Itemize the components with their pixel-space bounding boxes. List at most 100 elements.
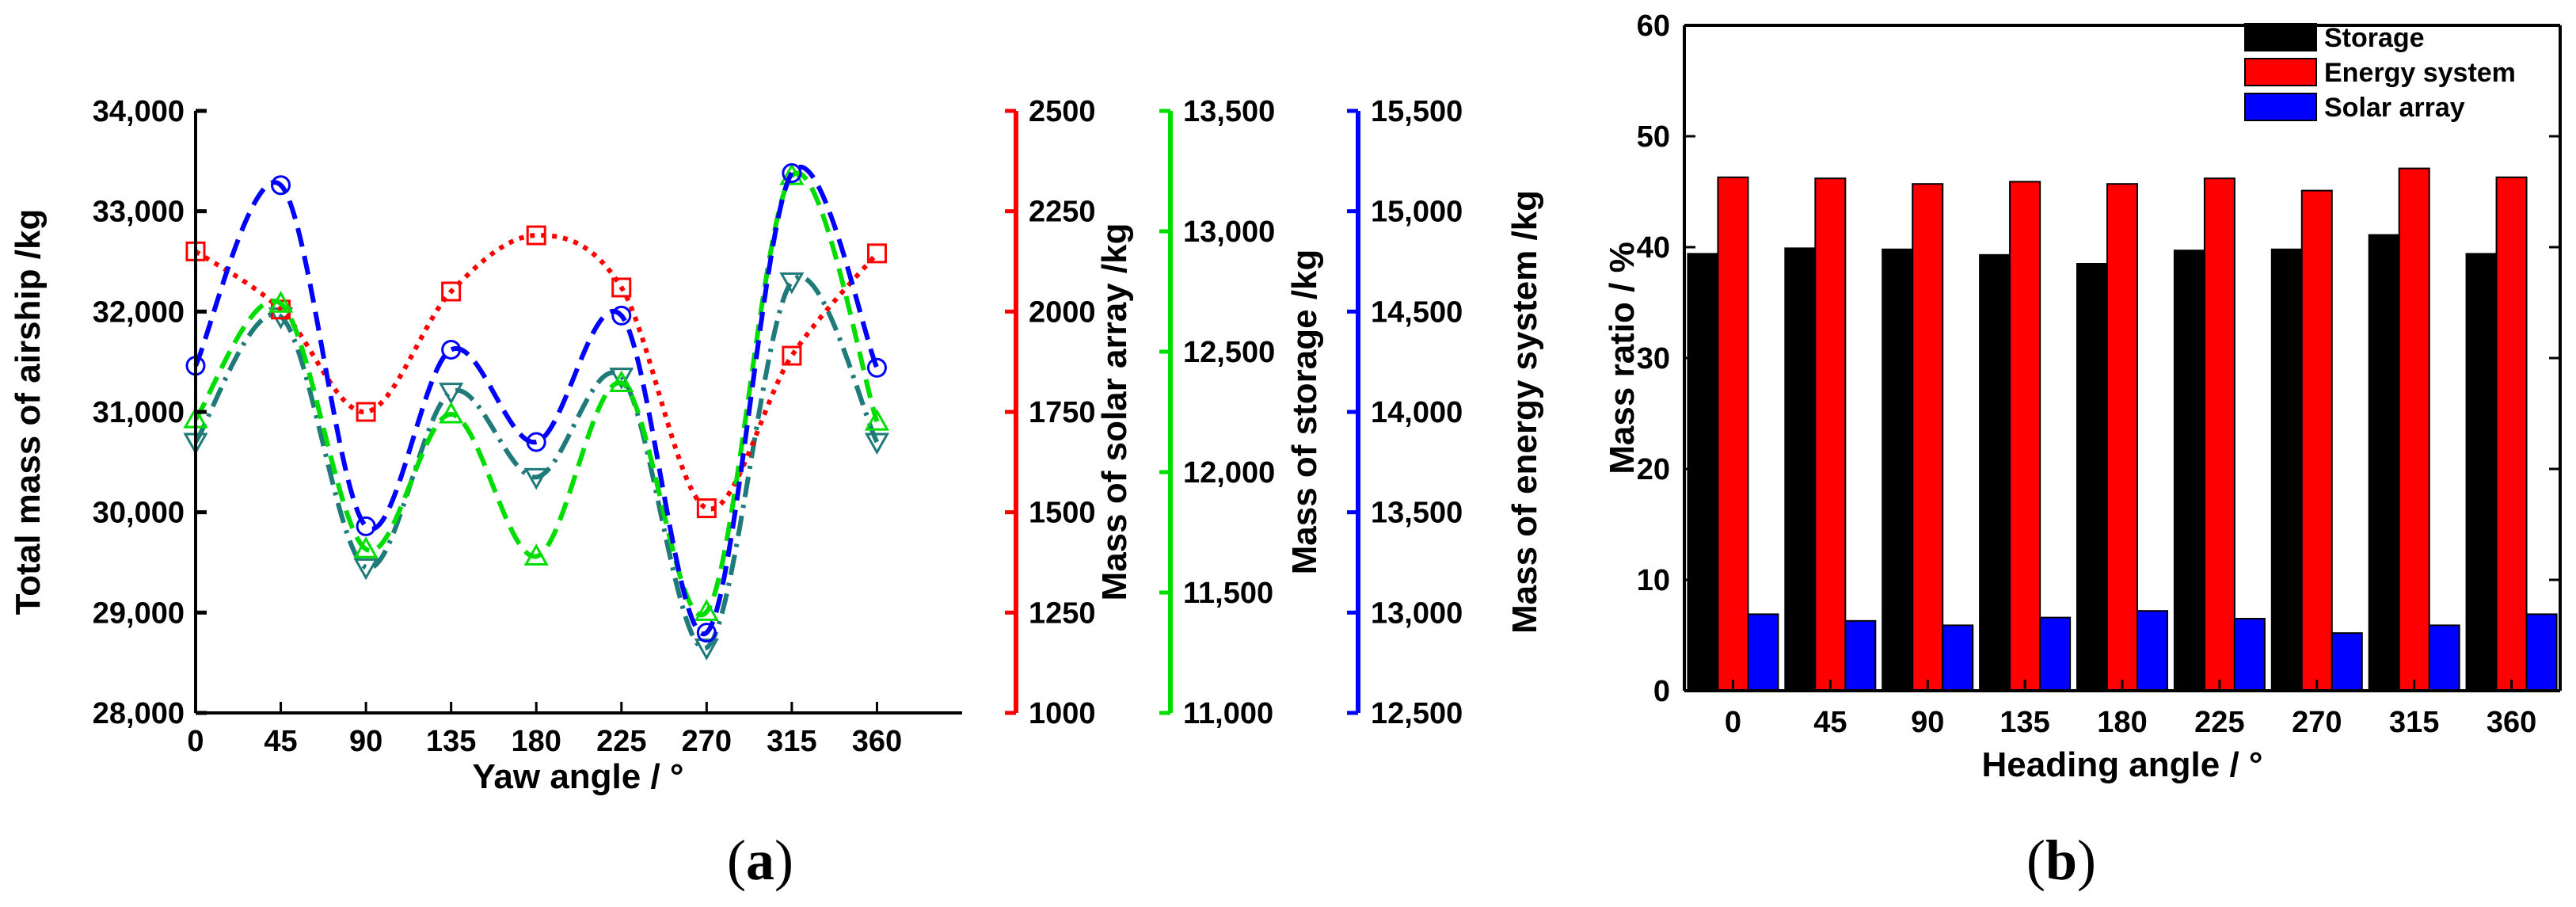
chart-a-x-tick-label: 360	[852, 725, 902, 758]
chart-b-x-tick-label: 135	[2000, 706, 2049, 739]
panel-label-a-letter: a	[746, 829, 774, 892]
chart-a-point-triangle-down	[353, 558, 379, 581]
chart-b-bar-energy-system	[2009, 181, 2041, 692]
chart-a-point-square	[782, 345, 802, 366]
chart-a-y-tick-label: 34,000	[93, 95, 185, 128]
panel-label-a: (a)	[727, 829, 793, 892]
chart-a-point-circle	[441, 339, 462, 360]
chart-a-series-line-1	[194, 233, 879, 512]
chart-a-point-square	[611, 277, 632, 298]
chart-a-y-tick-label: 13,000	[1371, 596, 1463, 630]
chart-a-y-tick-label: 12,500	[1371, 697, 1463, 730]
chart-b-bar-solar-array	[2525, 613, 2558, 692]
chart-b-legend-label: Storage	[2324, 23, 2425, 53]
chart-a-series-line-2	[193, 170, 880, 618]
chart-a-x-tick-label: 225	[596, 725, 646, 758]
chart-b-x-tick-label: 180	[2097, 706, 2147, 739]
chart-a-point-square	[356, 402, 376, 422]
chart-a-point-triangle-down	[609, 368, 634, 390]
chart-a-point-circle	[696, 623, 717, 643]
chart-b-legend-swatch	[2244, 23, 2317, 51]
chart-a-ylabel-energy-system: Mass of energy system /kg	[1505, 190, 1544, 634]
chart-a-ylabel-solar-array: Mass of solar array /kg	[1095, 223, 1134, 601]
chart-a-point-square	[866, 243, 887, 264]
chart-b-x-tick-label: 270	[2292, 706, 2342, 739]
chart-a-point-square	[526, 225, 546, 246]
chart-a-point-square	[441, 281, 462, 302]
chart-b-bar-storage	[1687, 253, 1719, 692]
chart-a-point-triangle-down	[694, 638, 719, 661]
chart-a-y-tick-label: 33,000	[93, 196, 185, 229]
chart-a-y-tick-label: 1500	[1029, 497, 1096, 530]
chart-b-bars-layer	[1687, 167, 2558, 692]
chart-a-y-tick-label: 13,500	[1371, 497, 1463, 530]
chart-b-y-tick-label: 0	[1653, 675, 1670, 708]
chart-b-bar-storage	[2173, 250, 2205, 692]
chart-a-ylabel-storage: Mass of storage /kg	[1285, 250, 1324, 575]
chart-a-y-tick-label: 14,000	[1371, 396, 1463, 429]
chart-a-series-line-0	[193, 274, 880, 651]
chart-b-bar-energy-system	[2398, 167, 2430, 692]
chart-a-point-circle	[271, 175, 291, 196]
chart-a-point-triangle-up	[864, 409, 890, 431]
chart-a-x-tick-label: 315	[767, 725, 816, 758]
chart-a-ylabel-total-mass: Total mass of airship /kg	[9, 209, 48, 615]
chart-a-y-tick-label: 11,500	[1183, 577, 1273, 610]
chart-a-point-circle	[782, 163, 802, 184]
chart-b-legend-label: Solar array	[2324, 93, 2465, 123]
chart-a-point-triangle-up	[523, 543, 549, 566]
chart-a-point-triangle-up	[694, 599, 719, 621]
chart-b-x-tick-label: 315	[2389, 706, 2439, 739]
chart-b-y-tick-label: 60	[1637, 10, 1670, 43]
chart-b-bar-solar-array	[1942, 624, 1974, 692]
chart-a-y-tick-label: 2250	[1029, 196, 1096, 229]
chart-a-point-circle	[526, 432, 546, 452]
chart-a-point-circle	[356, 516, 376, 536]
chart-a-point-triangle-up	[353, 536, 379, 558]
chart-a-y-tick-label: 11,000	[1183, 697, 1273, 730]
chart-a-x-tick-label: 45	[264, 725, 297, 758]
chart-a-y-tick-label: 1750	[1029, 396, 1096, 429]
chart-b-bar-energy-system	[2495, 176, 2528, 692]
chart-a-y-tick-label: 13,500	[1183, 95, 1275, 128]
chart-b-bar-solar-array	[2039, 616, 2072, 692]
chart-b-bar-storage	[2076, 263, 2108, 692]
chart-b-bar-solar-array	[2428, 624, 2460, 692]
chart-a-y-tick-label: 1250	[1029, 596, 1096, 630]
chart-b-bar-energy-system	[2300, 189, 2333, 692]
chart-a-point-triangle-down	[439, 383, 464, 405]
chart-a-point-triangle-down	[523, 467, 549, 490]
chart-b-x-tick-label: 360	[2487, 706, 2536, 739]
chart-a-point-triangle-up	[439, 401, 464, 424]
chart-a-series-line-3	[193, 164, 880, 637]
chart-a-y-tick-label: 12,000	[1183, 456, 1275, 490]
chart-b-bar-storage	[1979, 253, 2011, 692]
chart-b-bar-energy-system	[1912, 183, 1944, 692]
chart-b-legend-swatch	[2244, 93, 2317, 121]
chart-b-xlabel: Heading angle / °	[1982, 745, 2263, 784]
chart-a-ticks-layer: 0 45 90 135 180 225 270 315 360 28,000 29,000 30,00…	[93, 95, 1463, 758]
chart-b-bar-energy-system	[2203, 177, 2235, 692]
chart-b-y-tick-label: 50	[1637, 120, 1670, 154]
chart-a-y-tick-label: 15,500	[1371, 95, 1463, 128]
chart-a-y-tick-label: 15,000	[1371, 196, 1463, 229]
chart-a-point-square	[696, 498, 717, 519]
chart-b-y-tick-label: 10	[1637, 564, 1670, 597]
chart-b-x-tick-label: 45	[1813, 706, 1847, 739]
chart-a-point-triangle-down	[779, 272, 805, 295]
chart-b-bar-solar-array	[2233, 618, 2266, 692]
chart-a-y-tick-label: 12,500	[1183, 336, 1275, 369]
chart-a-y-tick-label: 2000	[1029, 295, 1096, 329]
chart-b-bar-solar-array	[1747, 613, 1779, 692]
chart-a-x-tick-label: 90	[349, 725, 382, 758]
chart-b-x-tick-label: 0	[1725, 706, 1741, 739]
chart-b-x-tick-label: 90	[1911, 706, 1944, 739]
chart-b-legend: Storage Energy system Solar array	[2244, 23, 2516, 123]
chart-a-y-tick-label: 2500	[1029, 95, 1096, 128]
chart-a-point-circle	[866, 357, 887, 378]
chart-a-x-tick-label: 180	[512, 725, 561, 758]
chart-a-y-tick-label: 30,000	[93, 497, 185, 530]
chart-a-y-tick-label: 28,000	[93, 697, 185, 730]
chart-b-heading-angle-mass-ratio: 0 10 20 30 40 50 60 0 45 90 135 180 225 270 315 360 Hea…	[1603, 10, 2562, 784]
